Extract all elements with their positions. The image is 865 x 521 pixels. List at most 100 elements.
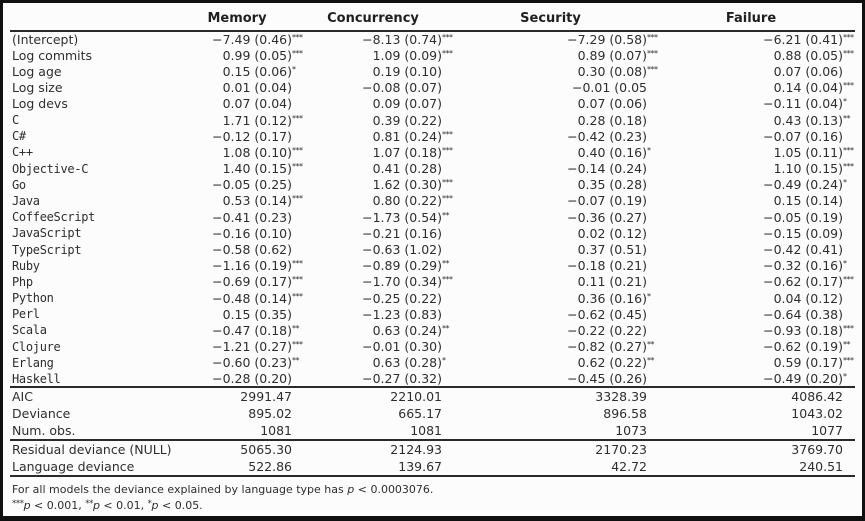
value-cell: −0.49 (0.24)* xyxy=(659,177,855,193)
value-cell: −1.73 (0.54)** xyxy=(304,209,454,225)
coefficient-value: −0.69 (0.17) xyxy=(212,274,292,290)
value-cell: 1.40 (0.15)*** xyxy=(182,161,304,177)
coefficient-value: 0.59 (0.17) xyxy=(773,355,843,371)
coefficient-value: −0.21 (0.16) xyxy=(362,225,442,241)
coefficient-value: 1.07 (0.18) xyxy=(372,144,442,160)
coefficient-value: −0.05 (0.25) xyxy=(212,177,292,193)
row-label: Clojure xyxy=(12,339,61,354)
significance-stars: *** xyxy=(292,275,303,285)
footnote-text: < 0.01, xyxy=(99,499,148,513)
coefficient-row: Erlang −0.60 (0.23)** 0.63 (0.28)* 0.62 (0.… xyxy=(10,355,855,371)
value-cell: 0.15 (0.14) xyxy=(659,193,855,209)
row-label: Log commits xyxy=(12,47,93,63)
coefficient-value: −0.42 (0.41) xyxy=(763,242,843,258)
value-cell: 5065.30 xyxy=(182,440,304,458)
row-label: Log size xyxy=(12,80,63,96)
significance-stars: * xyxy=(647,291,651,301)
coefficient-row: Objective-C 1.40 (0.15)*** 0.41 (0.28) −0.1… xyxy=(10,161,855,177)
value-cell: 0.15 (0.06)* xyxy=(182,63,304,79)
coefficient-value: −0.93 (0.18) xyxy=(763,322,843,338)
value-cell: −0.22 (0.22) xyxy=(454,322,659,338)
coefficient-value: −1.70 (0.34) xyxy=(362,274,442,290)
coefficient-value: 1081 xyxy=(260,423,292,439)
row-label: CoffeeScript xyxy=(12,210,96,225)
value-cell: 1043.02 xyxy=(659,405,855,423)
significance-stars: *** xyxy=(843,33,854,43)
value-cell: −0.42 (0.23) xyxy=(454,128,659,144)
coefficient-value: 139.67 xyxy=(398,458,442,474)
coefficient-value: −0.12 (0.17) xyxy=(212,128,292,144)
coefficient-value: 0.43 (0.13) xyxy=(773,112,843,128)
significance-stars: *** xyxy=(843,275,854,285)
coefficient-value: 1.09 (0.09) xyxy=(372,47,442,63)
coefficient-value: 3769.70 xyxy=(791,441,843,457)
coefficient-row: Ruby −1.16 (0.19)*** −0.89 (0.29)** −0.18 (… xyxy=(10,258,855,274)
coefficient-value: −6.21 (0.41) xyxy=(763,32,843,48)
coefficient-value: 0.15 (0.06) xyxy=(222,63,292,79)
row-label: AIC xyxy=(12,388,33,404)
coefficient-value: −0.27 (0.32) xyxy=(362,371,442,387)
value-cell: −0.21 (0.16) xyxy=(304,225,454,241)
row-label: Java xyxy=(12,193,40,208)
coefficient-value: −0.01 (0.30) xyxy=(362,339,442,355)
significance-stars: *** xyxy=(292,33,303,43)
coefficient-value: −0.62 (0.17) xyxy=(763,274,843,290)
value-cell: −0.41 (0.23) xyxy=(182,209,304,225)
significance-stars: *** xyxy=(647,64,658,74)
value-cell: −7.49 (0.46)*** xyxy=(182,31,304,47)
value-cell: −0.63 (1.02) xyxy=(304,241,454,257)
summary-row: AIC 2991.47 2210.01 3328.39 4086.42 xyxy=(10,387,855,405)
deviance-rows: Residual deviance (NULL) 5065.30 2124.93 21… xyxy=(10,439,855,476)
coefficient-value: 2210.01 xyxy=(390,388,442,404)
significance-stars: ** xyxy=(442,323,450,333)
coefficient-value: 3328.39 xyxy=(595,388,647,404)
coefficient-value: −0.48 (0.14) xyxy=(212,290,292,306)
significance-stars: *** xyxy=(442,33,453,43)
coefficient-value: −7.49 (0.46) xyxy=(212,32,292,48)
coefficient-value: 1081 xyxy=(410,423,442,439)
coefficient-value: −0.11 (0.04) xyxy=(763,96,843,112)
value-cell: 0.30 (0.08)*** xyxy=(454,63,659,79)
coefficient-value: 0.28 (0.18) xyxy=(577,112,647,128)
coefficient-value: −0.45 (0.26) xyxy=(567,371,647,387)
value-cell: 0.53 (0.14)*** xyxy=(182,193,304,209)
significance-stars: *** xyxy=(442,48,453,58)
significance-stars: * xyxy=(843,372,847,382)
row-label: Num. obs. xyxy=(12,423,76,439)
value-cell: 0.63 (0.24)** xyxy=(304,322,454,338)
coefficient-value: 895.02 xyxy=(248,406,292,422)
value-cell: 0.07 (0.06) xyxy=(659,63,855,79)
significance-stars: *** xyxy=(12,499,24,510)
significance-stars: *** xyxy=(292,145,303,155)
coefficient-value: 0.30 (0.08) xyxy=(577,63,647,79)
deviance-row: Language deviance 522.86 139.67 42.72 240.51 xyxy=(10,458,855,476)
coefficient-value: −0.07 (0.19) xyxy=(567,193,647,209)
coefficient-value: 0.15 (0.35) xyxy=(222,306,292,322)
coefficient-row: Haskell −0.28 (0.20) −0.27 (0.32) −0.45 (0.… xyxy=(10,371,855,387)
significance-stars: *** xyxy=(292,48,303,58)
coefficient-value: 0.35 (0.28) xyxy=(577,177,647,193)
significance-stars: ** xyxy=(85,499,93,510)
coefficient-value: −0.32 (0.16) xyxy=(763,258,843,274)
row-label: Perl xyxy=(12,307,40,322)
value-cell: 1081 xyxy=(182,422,304,440)
value-cell: −0.69 (0.17)*** xyxy=(182,274,304,290)
significance-stars: *** xyxy=(292,340,303,350)
coefficient-value: −0.01 (0.05 xyxy=(572,80,647,96)
row-label-column-header xyxy=(10,5,182,32)
coefficient-value: 1.08 (0.10) xyxy=(222,144,292,160)
value-cell: 3328.39 xyxy=(454,387,659,405)
value-cell: −0.07 (0.19) xyxy=(454,193,659,209)
coefficient-value: −0.62 (0.19) xyxy=(763,339,843,355)
p-symbol: p xyxy=(151,499,159,513)
footnote-text: For all models the deviance explained by… xyxy=(12,483,348,497)
coefficient-value: 1077 xyxy=(811,423,843,439)
row-label: (Intercept) xyxy=(12,32,79,48)
significance-stars: *** xyxy=(292,113,303,123)
significance-stars: *** xyxy=(292,194,303,204)
coefficient-value: 0.36 (0.16) xyxy=(577,290,647,306)
value-cell: 0.62 (0.22)** xyxy=(454,355,659,371)
value-cell: −0.01 (0.05 xyxy=(454,80,659,96)
value-cell: 0.35 (0.28) xyxy=(454,177,659,193)
